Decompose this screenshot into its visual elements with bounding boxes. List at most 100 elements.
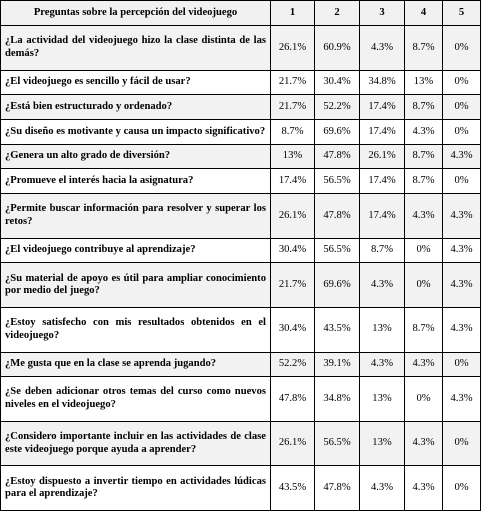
table-row: ¿Promueve el interés hacia la asignatura… — [0, 168, 481, 195]
percent-cell-1: 26.1% — [270, 25, 315, 71]
percent-cell-5: 0% — [442, 351, 481, 378]
percent-cell-3: 13% — [359, 306, 405, 353]
header-scale-2: 2 — [314, 0, 360, 26]
header-scale-5: 5 — [442, 0, 481, 26]
header-scale-3: 3 — [359, 0, 405, 26]
percent-cell-1: 26.1% — [270, 193, 315, 239]
percent-cell-3: 17.4% — [359, 193, 405, 239]
table-row: ¿El videojuego es sencillo y fácil de us… — [0, 69, 481, 96]
percent-cell-5: 0% — [442, 465, 481, 511]
question-cell: ¿Estoy satisfecho con mis resultados obt… — [0, 306, 271, 353]
question-cell: ¿Me gusta que en la clase se aprenda jug… — [0, 351, 271, 378]
percent-cell-5: 4.3% — [442, 376, 481, 422]
percent-cell-5: 4.3% — [442, 237, 481, 264]
percent-cell-4: 4.3% — [404, 193, 443, 239]
percent-cell-5: 4.3% — [442, 262, 481, 308]
percent-cell-4: 8.7% — [404, 306, 443, 353]
percent-cell-2: 56.5% — [314, 237, 360, 264]
percent-cell-5: 0% — [442, 69, 481, 96]
header-question: Preguntas sobre la percepción del videoj… — [0, 0, 271, 26]
percent-cell-5: 0% — [442, 94, 481, 120]
percent-cell-3: 4.3% — [359, 262, 405, 308]
percent-cell-1: 13% — [270, 143, 315, 170]
percent-cell-1: 47.8% — [270, 376, 315, 422]
percent-cell-1: 17.4% — [270, 168, 315, 195]
percent-cell-3: 34.8% — [359, 69, 405, 96]
question-cell: ¿Promueve el interés hacia la asignatura… — [0, 168, 271, 195]
table-row: ¿Su diseño es motivante y causa un impac… — [0, 118, 481, 145]
percent-cell-2: 47.8% — [314, 143, 360, 170]
percent-cell-2: 34.8% — [314, 376, 360, 422]
percent-cell-5: 0% — [442, 118, 481, 145]
table-row: ¿Estoy dispuesto a invertir tiempo en ac… — [0, 465, 481, 511]
percent-cell-2: 52.2% — [314, 94, 360, 120]
table-row: ¿Considero importante incluir en las act… — [0, 420, 481, 467]
question-cell: ¿Está bien estructurado y ordenado? — [0, 94, 271, 120]
percent-cell-4: 4.3% — [404, 351, 443, 378]
percent-cell-4: 8.7% — [404, 143, 443, 170]
table-row: ¿Está bien estructurado y ordenado? 21.7%… — [0, 94, 481, 120]
percent-cell-5: 0% — [442, 168, 481, 195]
header-scale-4: 4 — [404, 0, 443, 26]
question-cell: ¿Estoy dispuesto a invertir tiempo en ac… — [0, 465, 271, 511]
percent-cell-5: 0% — [442, 25, 481, 71]
percent-cell-4: 4.3% — [404, 420, 443, 467]
percent-cell-4: 0% — [404, 262, 443, 308]
percent-cell-2: 43.5% — [314, 306, 360, 353]
percent-cell-2: 69.6% — [314, 118, 360, 145]
question-cell: ¿Su diseño es motivante y causa un impac… — [0, 118, 271, 145]
table-body: ¿La actividad del videojuego hizo la cla… — [0, 25, 481, 511]
percent-cell-2: 39.1% — [314, 351, 360, 378]
percent-cell-4: 4.3% — [404, 465, 443, 511]
question-cell: ¿La actividad del videojuego hizo la cla… — [0, 25, 271, 71]
percent-cell-1: 30.4% — [270, 237, 315, 264]
percent-cell-1: 43.5% — [270, 465, 315, 511]
percent-cell-2: 69.6% — [314, 262, 360, 308]
percent-cell-3: 8.7% — [359, 237, 405, 264]
question-cell: ¿Se deben adicionar otros temas del curs… — [0, 376, 271, 422]
percent-cell-3: 26.1% — [359, 143, 405, 170]
percent-cell-1: 26.1% — [270, 420, 315, 467]
percent-cell-5: 4.3% — [442, 143, 481, 170]
percent-cell-3: 17.4% — [359, 168, 405, 195]
header-scale-1: 1 — [270, 0, 315, 26]
percent-cell-1: 52.2% — [270, 351, 315, 378]
percent-cell-1: 21.7% — [270, 262, 315, 308]
percent-cell-5: 4.3% — [442, 306, 481, 353]
percent-cell-5: 4.3% — [442, 193, 481, 239]
table-row: ¿Genera un alto grado de diversión? 13% 47… — [0, 143, 481, 170]
percent-cell-2: 60.9% — [314, 25, 360, 71]
question-cell: ¿Permite buscar información para resolve… — [0, 193, 271, 239]
percent-cell-3: 17.4% — [359, 94, 405, 120]
table-row: ¿Estoy satisfecho con mis resultados obt… — [0, 306, 481, 353]
percent-cell-3: 13% — [359, 376, 405, 422]
percent-cell-2: 47.8% — [314, 193, 360, 239]
table-row: ¿Se deben adicionar otros temas del curs… — [0, 376, 481, 422]
percent-cell-3: 4.3% — [359, 351, 405, 378]
percent-cell-3: 4.3% — [359, 25, 405, 71]
table-row: ¿La actividad del videojuego hizo la cla… — [0, 25, 481, 71]
question-cell: ¿Genera un alto grado de diversión? — [0, 143, 271, 170]
table-row: ¿Me gusta que en la clase se aprenda jug… — [0, 351, 481, 378]
table-row: ¿Permite buscar información para resolve… — [0, 193, 481, 239]
percent-cell-4: 8.7% — [404, 168, 443, 195]
percent-cell-4: 13% — [404, 69, 443, 96]
percent-cell-2: 56.5% — [314, 420, 360, 467]
table-row: ¿Su material de apoyo es útil para ampli… — [0, 262, 481, 308]
percent-cell-1: 8.7% — [270, 118, 315, 145]
percent-cell-4: 8.7% — [404, 94, 443, 120]
percent-cell-1: 21.7% — [270, 69, 315, 96]
percent-cell-4: 4.3% — [404, 118, 443, 145]
percent-cell-4: 8.7% — [404, 25, 443, 71]
percent-cell-4: 0% — [404, 376, 443, 422]
percent-cell-4: 0% — [404, 237, 443, 264]
percent-cell-3: 4.3% — [359, 465, 405, 511]
table-row: ¿El videojuego contribuye al aprendizaje… — [0, 237, 481, 264]
percent-cell-2: 47.8% — [314, 465, 360, 511]
percent-cell-3: 13% — [359, 420, 405, 467]
question-cell: ¿El videojuego contribuye al aprendizaje… — [0, 237, 271, 264]
percent-cell-1: 21.7% — [270, 94, 315, 120]
percent-cell-3: 17.4% — [359, 118, 405, 145]
percent-cell-1: 30.4% — [270, 306, 315, 353]
